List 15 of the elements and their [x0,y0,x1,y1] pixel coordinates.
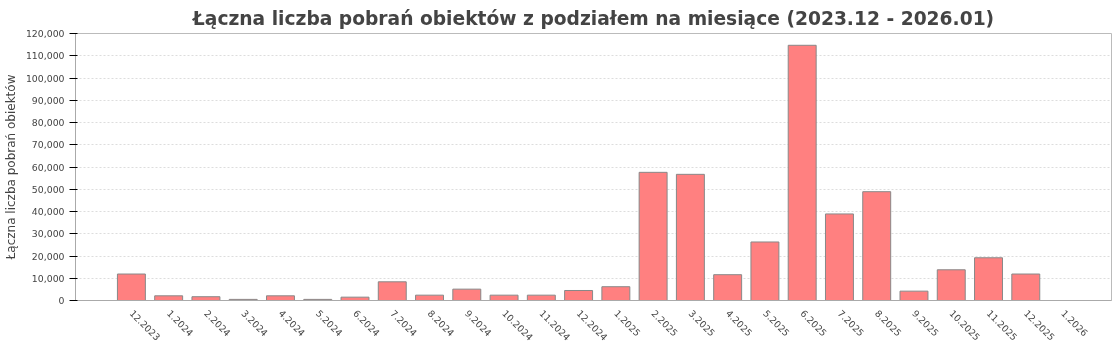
y-tick-label: 100,000 [25,72,65,84]
y-tick-label: 60,000 [31,161,65,173]
y-tick-label: 40,000 [31,206,65,217]
y-tick-label: 50,000 [31,183,65,195]
y-tick-label: 120,000 [25,28,65,39]
y-tick-label: 80,000 [31,117,65,128]
y-tick-label: 30,000 [31,228,65,240]
y-tick-label: 10,000 [31,272,65,284]
y-tick-label: 0 [58,295,65,306]
y-tick-label: 110,000 [25,50,65,62]
y-axis-title: Łączna liczba pobrań obiektów [3,74,18,261]
y-tick-label: 20,000 [31,250,65,262]
y-tick-label: 90,000 [31,94,65,106]
chart-title: Łączna liczba pobrań obiektów z podziałem na miesiące (2023.12 - 2026.01) [191,7,995,29]
y-tick-label: 70,000 [31,139,65,151]
